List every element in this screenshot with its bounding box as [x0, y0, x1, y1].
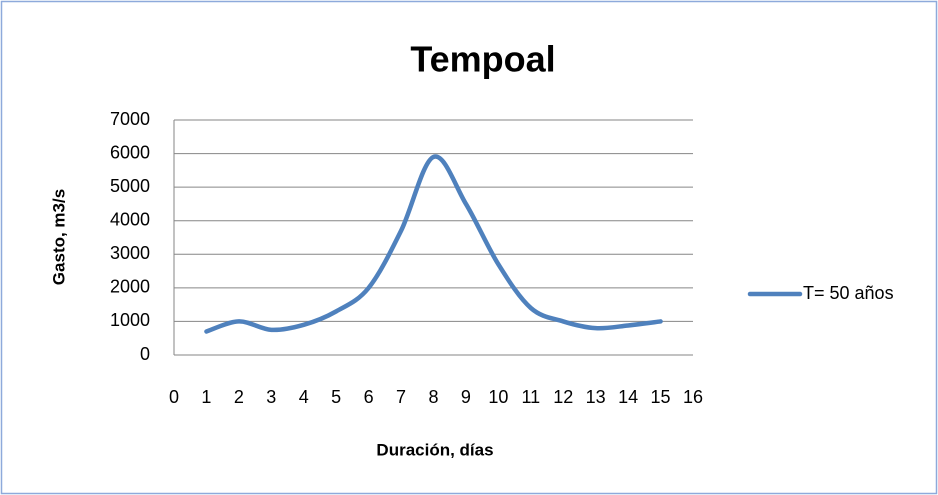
legend-label: T= 50 años	[803, 283, 894, 303]
x-tick-label: 3	[266, 387, 276, 407]
y-tick-label: 6000	[110, 142, 150, 162]
x-tick-label: 1	[201, 387, 211, 407]
x-tick-label: 14	[618, 387, 638, 407]
chart-title: Tempoal	[410, 39, 555, 80]
x-tick-label: 6	[364, 387, 374, 407]
y-tick-label: 4000	[110, 209, 150, 229]
y-tick-label: 5000	[110, 176, 150, 196]
x-tick-label: 7	[396, 387, 406, 407]
x-tick-label: 0	[169, 387, 179, 407]
x-tick-label: 5	[331, 387, 341, 407]
y-axis-label: Gasto, m3/s	[49, 189, 68, 285]
x-axis-label: Duración, días	[376, 440, 493, 459]
series-line	[204, 154, 663, 334]
x-tick-label: 16	[683, 387, 703, 407]
x-tick-label: 12	[553, 387, 573, 407]
y-tick-label: 7000	[110, 109, 150, 129]
y-tick-label: 2000	[110, 277, 150, 297]
y-tick-label: 1000	[110, 310, 150, 330]
x-tick-label: 15	[651, 387, 671, 407]
y-tick-label: 0	[140, 344, 150, 364]
y-tick-label: 3000	[110, 243, 150, 263]
x-tick-label: 10	[488, 387, 508, 407]
x-tick-label: 11	[521, 387, 540, 407]
x-tick-label: 9	[461, 387, 471, 407]
x-tick-label: 13	[586, 387, 606, 407]
x-tick-label: 4	[299, 387, 309, 407]
x-tick-label: 2	[234, 387, 244, 407]
x-tick-label: 8	[428, 387, 438, 407]
